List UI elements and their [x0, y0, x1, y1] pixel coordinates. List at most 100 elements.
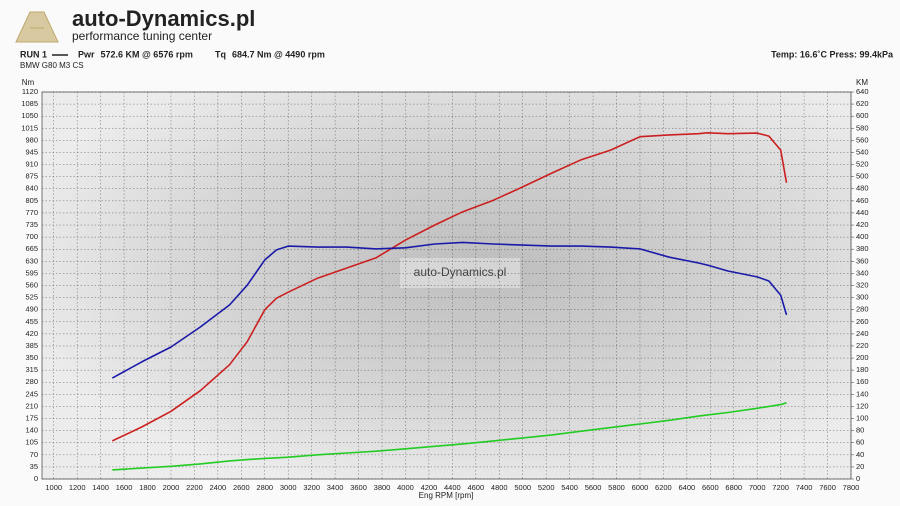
x-tick-label: 2000	[163, 483, 180, 492]
x-tick-label: 7600	[819, 483, 836, 492]
y-tick-label: 105	[25, 438, 38, 447]
x-tick-label: 2200	[186, 483, 203, 492]
y-tick-label: 875	[25, 172, 38, 181]
y2-tick-label: 520	[856, 160, 869, 169]
x-tick-label: 4800	[491, 483, 508, 492]
x-tick-label: 5400	[561, 483, 578, 492]
y2-tick-label: 620	[856, 99, 869, 108]
y2-tick-label: 300	[856, 293, 869, 302]
y-tick-label: 1015	[21, 123, 38, 132]
y2-tick-label: 100	[856, 414, 869, 423]
x-tick-label: 6200	[655, 483, 672, 492]
y-tick-label: 945	[25, 147, 38, 156]
y-tick-label: 490	[25, 305, 38, 314]
x-tick-label: 4200	[421, 483, 438, 492]
y-tick-label: 420	[25, 329, 38, 338]
y-tick-label: 280	[25, 377, 38, 386]
y-tick-label: 140	[25, 426, 38, 435]
y2-tick-label: 320	[856, 280, 869, 289]
logo-icon	[15, 11, 59, 43]
y-tick-label: 525	[25, 293, 38, 302]
x-tick-label: 7400	[796, 483, 813, 492]
y2-tick-label: 600	[856, 111, 869, 120]
y-tick-label: 665	[25, 244, 38, 253]
conditions: Temp: 16.6˚C Press: 99.4kPa	[771, 49, 894, 59]
vehicle: BMW G80 M3 CS	[20, 61, 84, 70]
y2-tick-label: 240	[856, 329, 869, 338]
x-tick-label: 3600	[350, 483, 367, 492]
y2-tick-label: 60	[856, 438, 864, 447]
y2-tick-label: 540	[856, 147, 869, 156]
y2-tick-label: 560	[856, 135, 869, 144]
y-tick-label: 840	[25, 184, 38, 193]
y2-tick-label: 180	[856, 365, 869, 374]
y2-tick-label: 160	[856, 377, 869, 386]
y-tick-label: 70	[30, 450, 38, 459]
x-tick-label: 1000	[45, 483, 62, 492]
y2-tick-label: 440	[856, 208, 869, 217]
y2-tick-label: 200	[856, 353, 869, 362]
y-tick-label: 385	[25, 341, 38, 350]
y-tick-label: 315	[25, 365, 38, 374]
x-tick-label: 3000	[280, 483, 297, 492]
series-line	[111, 241, 788, 379]
x-tick-label: 1400	[92, 483, 109, 492]
x-tick-label: 3800	[374, 483, 391, 492]
y2-axis-label: KM	[856, 78, 868, 87]
x-tick-label: 5000	[514, 483, 531, 492]
x-tick-label: 2800	[256, 483, 273, 492]
y2-tick-label: 220	[856, 341, 869, 350]
y2-tick-label: 460	[856, 196, 869, 205]
y-tick-label: 1120	[22, 87, 38, 96]
y-tick-label: 630	[25, 256, 38, 265]
series-line	[112, 402, 787, 471]
y-tick-label: 770	[25, 208, 38, 217]
x-tick-label: 5800	[608, 483, 625, 492]
y2-tick-label: 0	[856, 474, 860, 483]
y2-tick-label: 260	[856, 317, 869, 326]
y-tick-label: 560	[25, 280, 38, 289]
legend-label: Tq	[215, 49, 226, 59]
watermark: auto-Dynamics.pl	[414, 265, 507, 279]
watermark-box	[400, 258, 520, 288]
x-tick-label: 1200	[69, 483, 86, 492]
x-tick-label: 6800	[725, 483, 742, 492]
x-tick-label: 5600	[585, 483, 602, 492]
y-axis-label: Nm	[22, 78, 35, 87]
y-tick-label: 35	[30, 462, 38, 471]
x-tick-label: 1600	[116, 483, 133, 492]
legend-peak: 572.6 KM @ 6576 rpm	[101, 49, 193, 59]
x-tick-label: 7800	[843, 483, 860, 492]
y-tick-label: 595	[25, 268, 38, 277]
x-tick-label: 4000	[397, 483, 414, 492]
y2-tick-label: 480	[856, 184, 869, 193]
y2-tick-label: 80	[856, 426, 864, 435]
x-tick-label: 6600	[702, 483, 719, 492]
y-tick-label: 805	[25, 196, 38, 205]
y-tick-label: 210	[25, 401, 38, 410]
x-tick-label: 2600	[233, 483, 250, 492]
x-tick-label: 4400	[444, 483, 461, 492]
y-tick-label: 0	[34, 474, 38, 483]
y2-tick-label: 280	[856, 305, 869, 314]
x-tick-label: 2400	[210, 483, 227, 492]
y-tick-label: 1085	[21, 99, 38, 108]
y-tick-label: 350	[25, 353, 38, 362]
y-tick-label: 245	[25, 389, 38, 398]
x-tick-label: 4600	[467, 483, 484, 492]
x-tick-label: 6400	[679, 483, 696, 492]
x-tick-label: 3400	[327, 483, 344, 492]
y2-tick-label: 140	[856, 389, 869, 398]
legend-peak: 684.7 Nm @ 4490 rpm	[232, 49, 325, 59]
y2-tick-label: 340	[856, 268, 869, 277]
y2-tick-label: 120	[856, 401, 869, 410]
x-tick-label: 6000	[632, 483, 649, 492]
y-tick-label: 175	[25, 414, 38, 423]
legend-label: Pwr	[78, 49, 95, 59]
x-tick-label: 5200	[538, 483, 555, 492]
y2-tick-label: 360	[856, 256, 869, 265]
y2-tick-label: 420	[856, 220, 869, 229]
y-tick-label: 455	[25, 317, 38, 326]
x-tick-label: 1800	[139, 483, 156, 492]
